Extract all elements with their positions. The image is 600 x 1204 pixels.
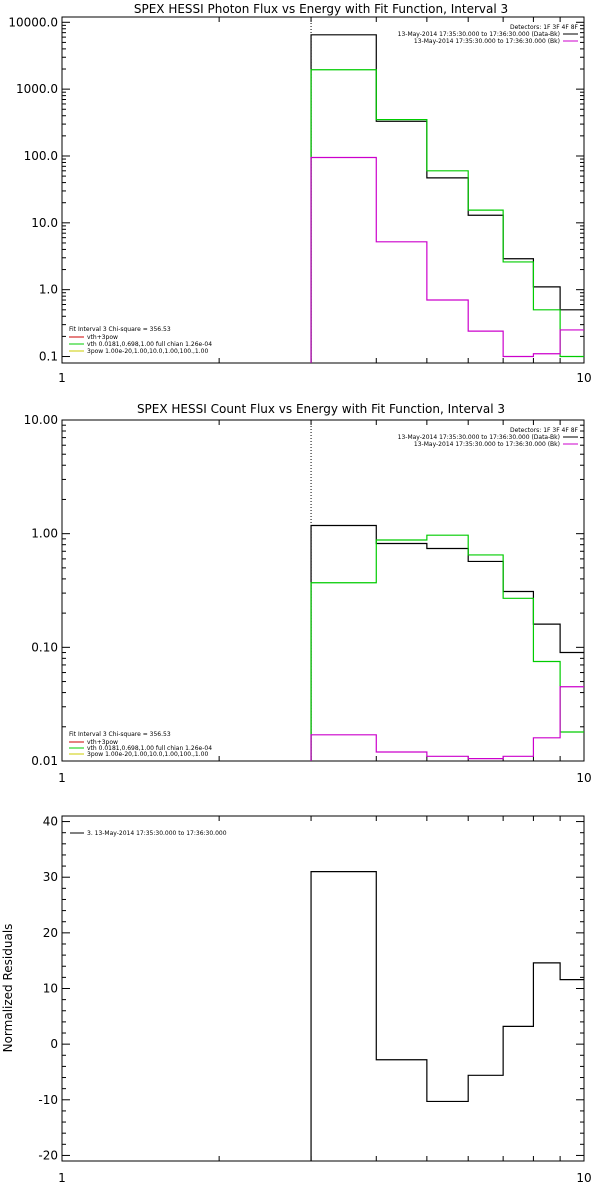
- photon-flux-plot-frame: [61, 16, 585, 364]
- legend-fit-header: Fit Interval 3 Chi-square = 356.53: [69, 731, 171, 738]
- count-flux-title: SPEX HESSI Count Flux vs Energy with Fit…: [137, 402, 505, 416]
- x-tick-label: 10: [576, 1171, 591, 1185]
- y-tick-label: 1.00: [31, 527, 58, 541]
- legend-item-data-bk: 13-May-2014 17:35:30.000 to 17:36:30.000…: [398, 434, 560, 441]
- count-flux-y-ticks: 0.01 0.10 1.00 10.00: [24, 413, 584, 768]
- series-line-residuals: [310, 871, 584, 1161]
- y-tick-label: 40: [43, 815, 58, 829]
- count-flux-legend-bottom-left: Fit Interval 3 Chi-square = 356.53 vth+3…: [69, 731, 212, 758]
- y-tick-label: 10.0: [31, 216, 58, 230]
- count-flux-x-ticks: 1 10: [58, 420, 592, 785]
- y-tick-label: 10: [43, 982, 58, 996]
- photon-flux-panel: SPEX HESSI Photon Flux vs Energy with Fi…: [8, 2, 591, 385]
- legend-fit-header: Fit Interval 3 Chi-square = 356.53: [69, 326, 171, 333]
- legend-item-3pow: 3pow 1.00e-20,1.00,10.0,1.00,100.,1.00: [87, 751, 208, 758]
- y-tick-label: 100.0: [24, 149, 58, 163]
- x-tick-label: 1: [58, 1171, 66, 1185]
- photon-flux-title: SPEX HESSI Photon Flux vs Energy with Fi…: [134, 2, 508, 16]
- legend-item-bk: 13-May-2014 17:35:30.000 to 17:36:30.000…: [414, 441, 560, 448]
- y-tick-label: 30: [43, 870, 58, 884]
- y-tick-label: 0: [50, 1037, 58, 1051]
- residuals-panel: Normalized Residuals -20 -10 0 10 20 30 40 1 1…: [1, 815, 592, 1185]
- legend-item-residuals: 3. 13-May-2014 17:35:30.000 to 17:36:30.…: [87, 830, 227, 837]
- residuals-plot-frame: [61, 815, 585, 1162]
- y-tick-label: 20: [43, 926, 58, 940]
- photon-flux-x-ticks: 1 10: [58, 17, 592, 385]
- photon-flux-legend-top-right: Detectors: 1F 3F 4F 8F 13-May-2014 17:35…: [398, 24, 579, 45]
- legend-item-vth-3pow: vth+3pow: [87, 334, 118, 341]
- residuals-y-ticks: -20 -10 0 10 20 30 40: [38, 815, 584, 1162]
- series-line-bk: [310, 156, 584, 363]
- y-tick-label: 1000.0: [16, 82, 58, 96]
- legend-item-vth: vth 0.0181,0.698,1.00 full chian 1.26e-0…: [87, 341, 212, 348]
- legend-item-bk: 13-May-2014 17:35:30.000 to 17:36:30.000…: [414, 38, 560, 45]
- count-flux-legend-top-right: Detectors: 1F 3F 4F 8F 13-May-2014 17:35…: [398, 427, 579, 448]
- residuals-legend: 3. 13-May-2014 17:35:30.000 to 17:36:30.…: [70, 830, 227, 837]
- y-tick-label: 0.10: [31, 640, 58, 654]
- y-tick-label: -20: [38, 1148, 58, 1162]
- photon-flux-y-ticks: 0.1 1.0 10.0 100.0 1000.0 10000.0: [8, 15, 584, 364]
- photon-flux-series: [310, 17, 584, 363]
- series-line-vth: [310, 69, 584, 363]
- legend-item-vth-3pow: vth+3pow: [87, 739, 118, 746]
- x-tick-label: 10: [576, 771, 591, 785]
- legend-header: Detectors: 1F 3F 4F 8F: [510, 427, 579, 434]
- residuals-x-ticks: 1 10: [58, 816, 592, 1185]
- legend-item-3pow: 3pow 1.00e-20,1.00,10.0,1.00,100.,1.00: [87, 348, 208, 355]
- count-flux-plot-frame: [61, 419, 585, 762]
- series-line-data-bk: [310, 34, 584, 363]
- series-line-bk: [310, 686, 584, 761]
- series-line-vth: [310, 534, 584, 761]
- y-tick-label: 10000.0: [8, 15, 58, 29]
- x-tick-label: 1: [58, 371, 66, 385]
- photon-flux-legend-bottom-left: Fit Interval 3 Chi-square = 356.53 vth+3…: [69, 326, 212, 355]
- y-tick-label: 0.1: [39, 350, 58, 364]
- legend-item-data-bk: 13-May-2014 17:35:30.000 to 17:36:30.000…: [398, 31, 560, 38]
- y-tick-label: -10: [38, 1093, 58, 1107]
- series-line-data-bk: [310, 524, 584, 761]
- x-tick-label: 10: [576, 371, 591, 385]
- legend-header: Detectors: 1F 3F 4F 8F: [510, 24, 579, 31]
- y-tick-label: 10.00: [24, 413, 58, 427]
- count-flux-series: [310, 420, 584, 761]
- residuals-y-axis-label: Normalized Residuals: [1, 924, 15, 1053]
- y-tick-label: 0.01: [31, 754, 58, 768]
- legend-item-vth: vth 0.0181,0.698,1.00 full chian 1.26e-0…: [87, 745, 212, 752]
- x-tick-label: 1: [58, 771, 66, 785]
- residuals-series: [310, 871, 584, 1161]
- count-flux-panel: SPEX HESSI Count Flux vs Energy with Fit…: [24, 402, 592, 785]
- y-tick-label: 1.0: [39, 283, 58, 297]
